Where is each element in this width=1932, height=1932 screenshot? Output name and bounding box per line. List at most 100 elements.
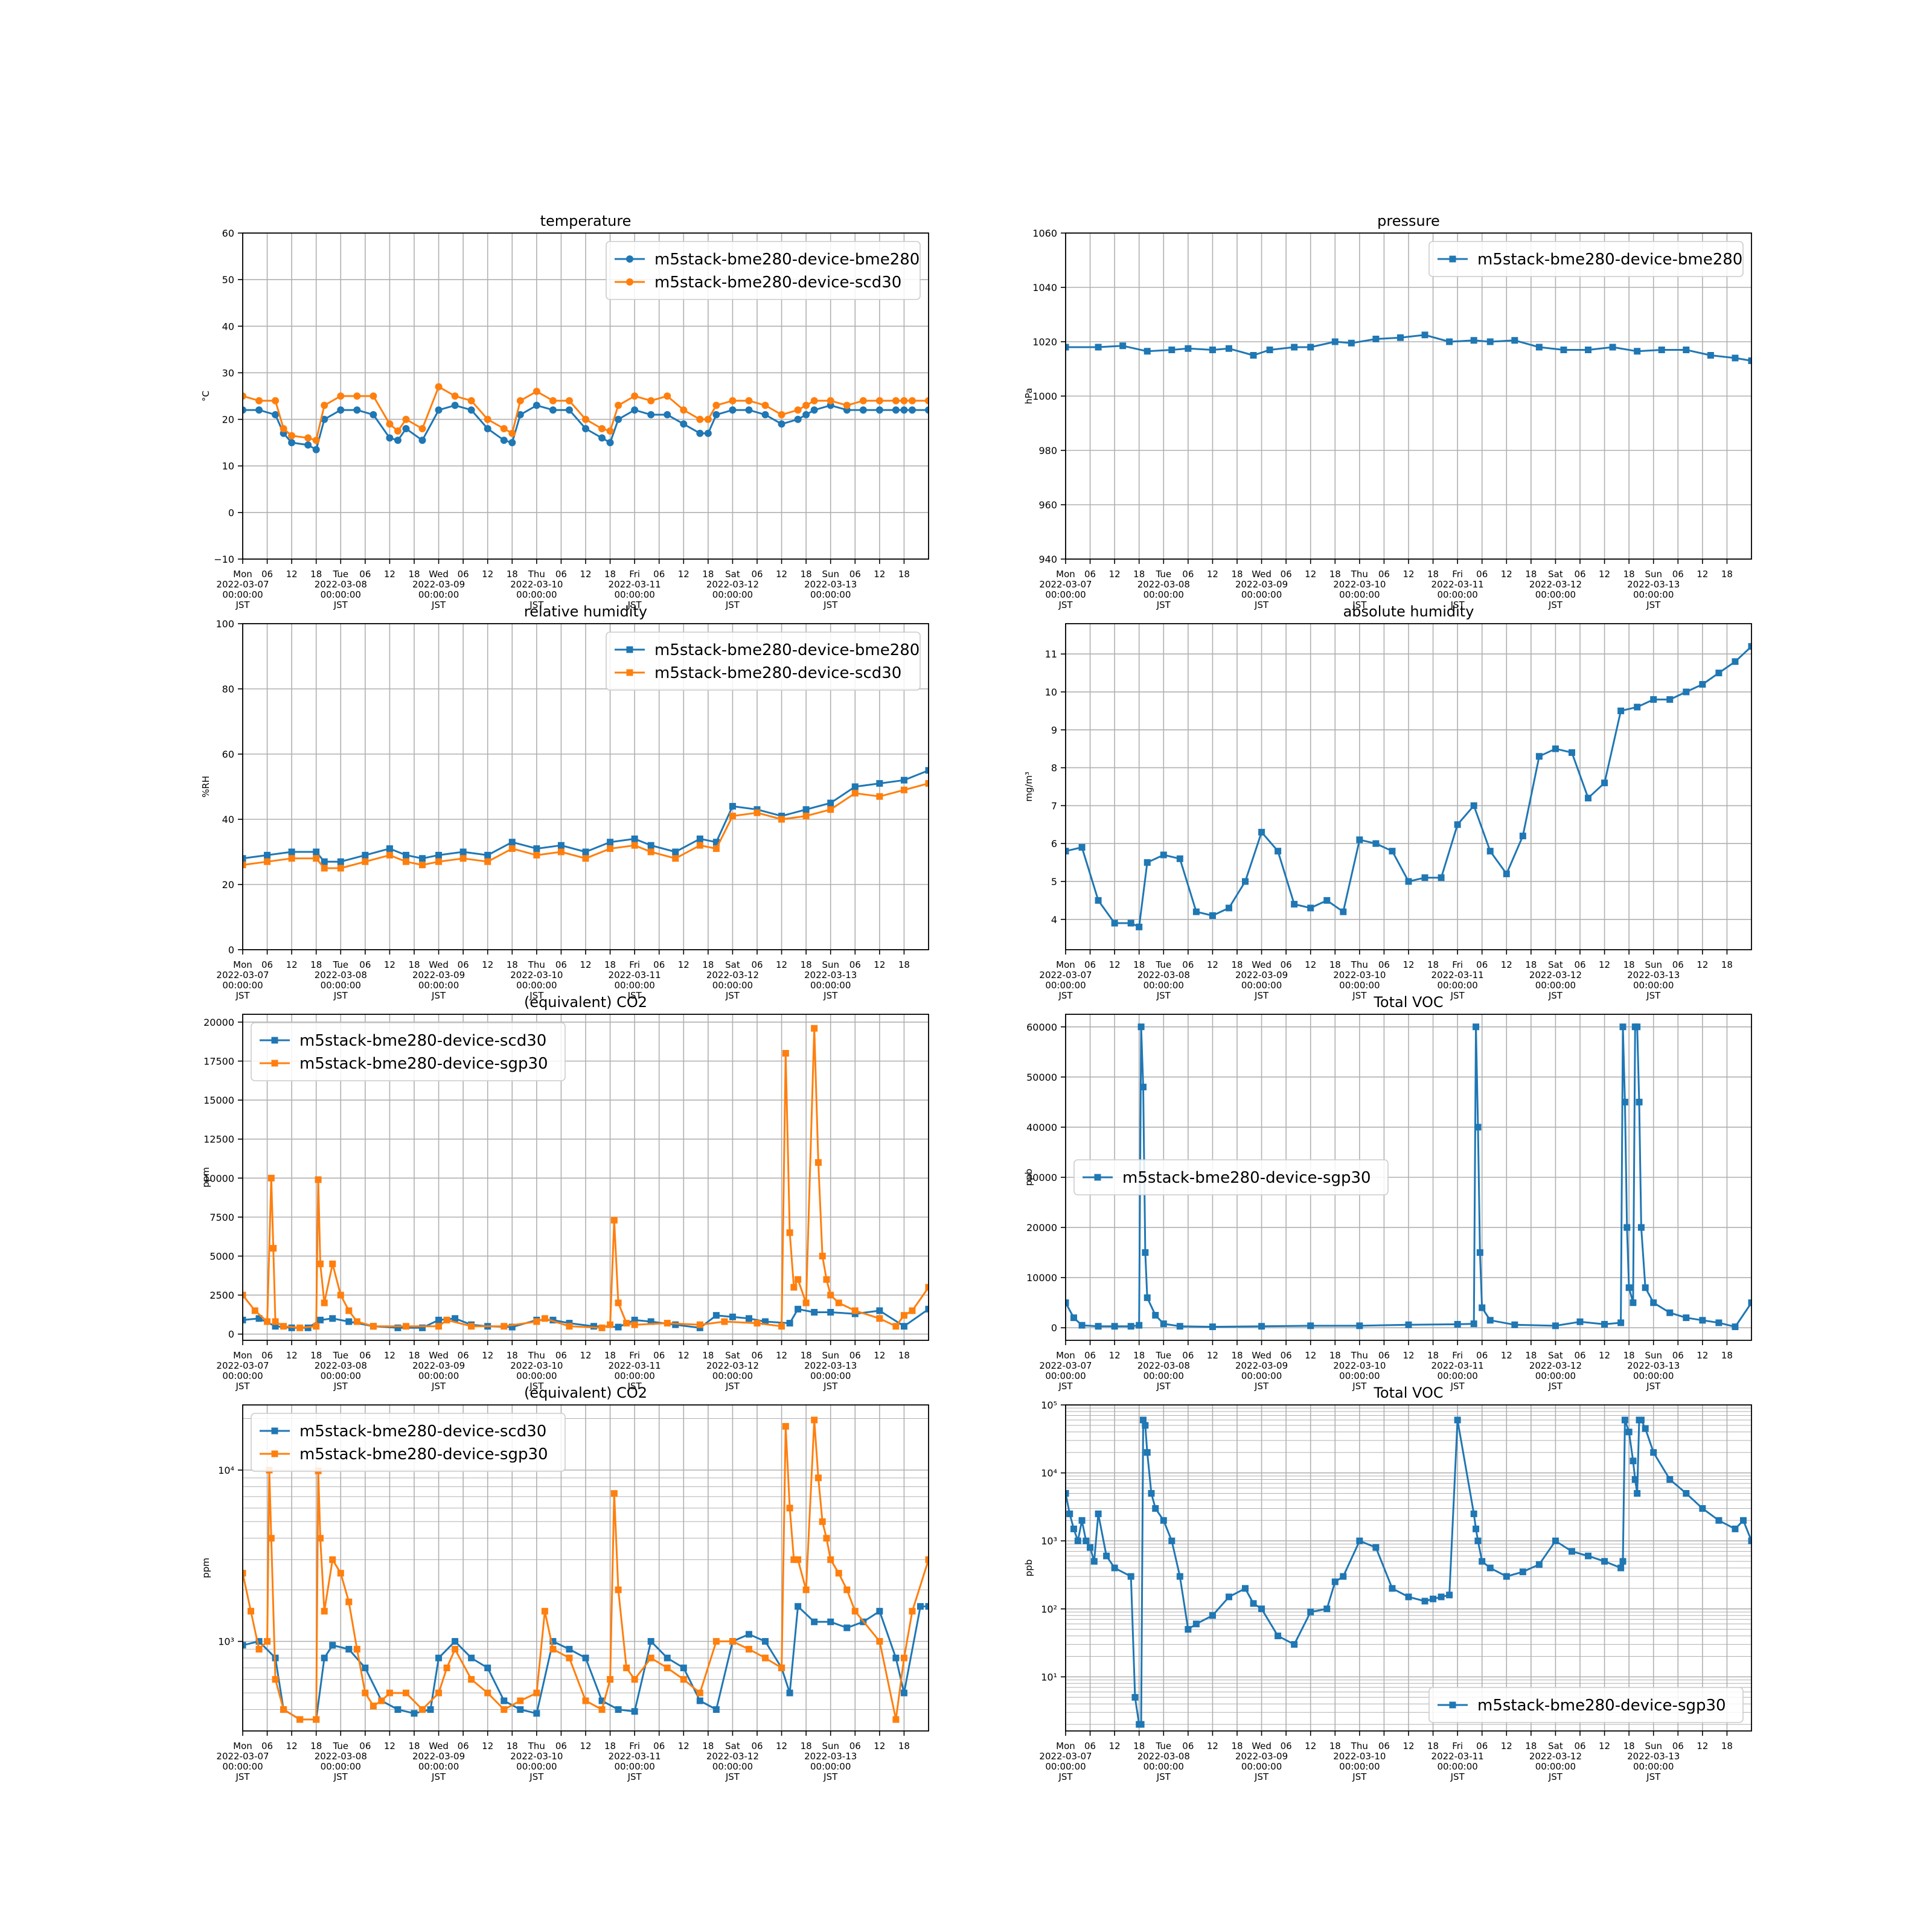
x-tick-label: 12: [384, 569, 395, 580]
x-tick-label: Fri: [629, 1350, 640, 1361]
legend-marker: [271, 1450, 278, 1457]
x-tick-label: Thu: [1351, 1741, 1368, 1751]
x-tick-label: JST: [1352, 600, 1367, 610]
x-tick-label: 12: [1109, 569, 1121, 580]
legend-box: [606, 632, 921, 691]
x-tick-label: 2022-03-12: [1529, 1751, 1582, 1762]
x-tick-label: 2022-03-07: [1039, 579, 1092, 590]
data-point: [1103, 1552, 1110, 1559]
x-tick-label: 12: [1697, 569, 1708, 580]
data-point: [255, 1315, 263, 1322]
data-point: [329, 1260, 336, 1267]
data-point: [631, 1708, 638, 1715]
x-tick-label: Tue: [332, 1741, 348, 1751]
data-point: [255, 397, 263, 405]
x-tick-label: 12: [1697, 1741, 1708, 1751]
data-point: [541, 1315, 548, 1322]
data-point: [610, 1217, 618, 1224]
x-tick-label: 2022-03-08: [1137, 1360, 1190, 1371]
data-point: [680, 1676, 687, 1683]
data-point: [501, 1697, 508, 1704]
data-point: [892, 406, 900, 414]
data-point: [1356, 1322, 1363, 1329]
x-tick-label: Tue: [332, 569, 348, 580]
data-point: [598, 425, 606, 432]
data-point: [386, 1689, 393, 1697]
data-point: [1144, 1294, 1151, 1301]
data-point: [378, 1697, 385, 1704]
x-tick-label: 2022-03-11: [609, 1751, 661, 1762]
x-tick-label: 2022-03-08: [1137, 970, 1190, 980]
x-tick-label: JST: [333, 1771, 348, 1782]
data-point: [1699, 1317, 1706, 1324]
data-point: [1476, 1249, 1483, 1256]
x-tick-label: 06: [1182, 959, 1194, 970]
data-point: [1568, 749, 1575, 756]
x-tick-label: 2022-03-13: [1627, 579, 1680, 590]
x-tick-label: 06: [1476, 959, 1488, 970]
x-tick-label: Wed: [1252, 1741, 1271, 1751]
data-point: [468, 1654, 475, 1662]
data-point: [1405, 1593, 1412, 1601]
data-point: [394, 437, 401, 444]
data-point: [916, 1603, 924, 1610]
legend-marker: [1449, 255, 1456, 263]
data-point: [680, 406, 688, 414]
data-point: [337, 865, 344, 872]
x-tick-label: 00:00:00: [1144, 589, 1184, 600]
data-point: [484, 1665, 491, 1672]
data-point: [1637, 1416, 1645, 1424]
y-tick-label: 80: [222, 683, 234, 695]
data-point: [394, 1706, 401, 1713]
x-tick-label: 18: [507, 1350, 518, 1361]
data-point: [1715, 1319, 1722, 1326]
data-point: [704, 415, 712, 423]
data-point: [900, 1654, 907, 1662]
data-point: [313, 1716, 320, 1723]
data-point: [369, 411, 377, 418]
x-tick-label: 00:00:00: [1437, 1761, 1477, 1772]
data-point: [541, 1608, 548, 1615]
x-tick-label: 00:00:00: [516, 1761, 557, 1772]
x-tick-label: 12: [1403, 569, 1414, 580]
x-tick-label: 12: [776, 1741, 787, 1751]
data-point: [243, 862, 246, 869]
data-point: [1074, 1537, 1081, 1544]
x-tick-label: 06: [1476, 569, 1488, 580]
x-tick-label: 18: [507, 1741, 518, 1751]
y-tick-label: 60000: [1026, 1022, 1057, 1033]
data-point: [1699, 1505, 1706, 1512]
x-tick-label: 00:00:00: [222, 589, 263, 600]
x-tick-label: 12: [286, 1741, 298, 1751]
x-tick-label: JST: [1646, 1381, 1661, 1392]
data-point: [1168, 347, 1176, 353]
data-point: [1127, 920, 1134, 927]
x-tick-label: 18: [1329, 569, 1341, 580]
x-tick-label: 06: [1182, 569, 1194, 580]
data-point: [362, 858, 369, 865]
chart-title: (equivalent) CO2: [524, 994, 647, 1011]
data-point: [1560, 347, 1567, 353]
y-axis-label: mg/m³: [1023, 772, 1034, 802]
data-point: [786, 1689, 793, 1697]
x-tick-label: JST: [725, 600, 740, 610]
x-tick-label: 18: [1623, 1350, 1635, 1361]
data-point: [484, 858, 491, 865]
data-point: [680, 420, 688, 428]
data-point: [1111, 920, 1118, 927]
data-point: [1617, 1319, 1625, 1326]
data-point: [1356, 1537, 1363, 1544]
data-point: [1307, 1608, 1314, 1616]
x-tick-label: 06: [849, 569, 861, 580]
chart-title: Total VOC: [1373, 994, 1443, 1011]
data-point: [435, 858, 443, 865]
data-point: [345, 1646, 353, 1653]
data-point: [337, 1291, 344, 1299]
x-tick-label: 18: [898, 1741, 910, 1751]
data-point: [664, 411, 671, 418]
x-tick-label: JST: [1058, 1381, 1073, 1392]
x-tick-label: Wed: [429, 959, 449, 970]
x-tick-label: 06: [653, 1741, 665, 1751]
data-point: [1070, 1314, 1078, 1322]
data-point: [451, 392, 459, 400]
